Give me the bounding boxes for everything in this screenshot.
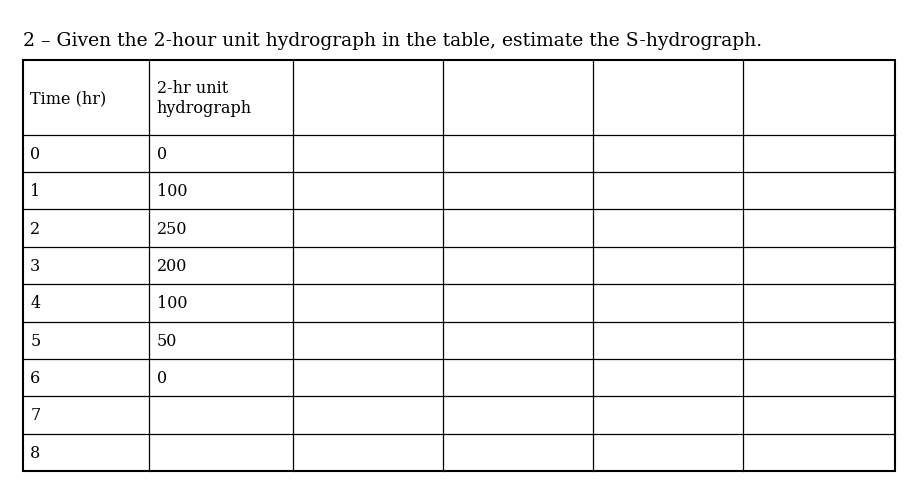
Bar — [23, 61, 895, 471]
Text: 5: 5 — [30, 332, 40, 349]
Text: 200: 200 — [156, 258, 187, 274]
Text: 0: 0 — [156, 369, 167, 386]
Text: 0: 0 — [156, 146, 167, 163]
Text: 7: 7 — [30, 407, 40, 424]
Text: 2 – Given the 2-hour unit hydrograph in the table, estimate the S-hydrograph.: 2 – Given the 2-hour unit hydrograph in … — [23, 32, 762, 50]
Text: Time (hr): Time (hr) — [30, 90, 106, 107]
Text: 100: 100 — [156, 183, 188, 200]
Text: 6: 6 — [30, 369, 40, 386]
Text: 8: 8 — [30, 444, 40, 461]
Text: 4: 4 — [30, 295, 40, 312]
Text: 100: 100 — [156, 295, 188, 312]
Text: 0: 0 — [30, 146, 40, 163]
Text: 2-hr unit
hydrograph: 2-hr unit hydrograph — [156, 80, 252, 117]
Text: 2: 2 — [30, 220, 40, 237]
Text: 50: 50 — [156, 332, 177, 349]
Text: 250: 250 — [156, 220, 188, 237]
Text: 1: 1 — [30, 183, 40, 200]
Text: 3: 3 — [30, 258, 40, 274]
